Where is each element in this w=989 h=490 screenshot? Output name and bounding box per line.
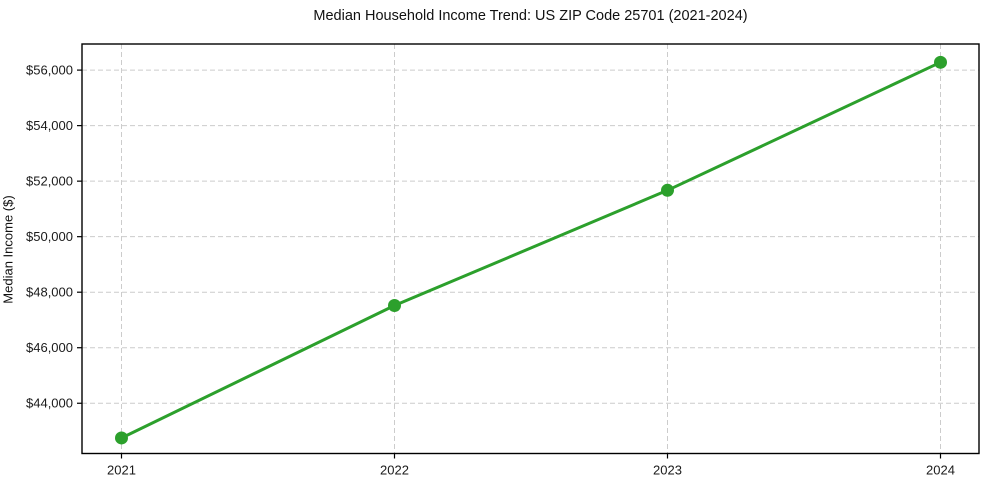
x-tick-label: 2024 [926, 463, 955, 478]
data-point-2021 [115, 431, 128, 445]
y-tick-label: $56,000 [26, 63, 73, 78]
y-tick-label: $44,000 [26, 396, 73, 411]
x-tick-label: 2021 [107, 463, 136, 478]
y-tick-label: $50,000 [26, 229, 73, 244]
y-tick-label: $52,000 [26, 174, 73, 189]
y-tick-label: $54,000 [26, 118, 73, 133]
y-tick-label: $46,000 [26, 340, 73, 355]
plot-frame [81, 43, 980, 455]
y-tick-label: $48,000 [26, 285, 73, 300]
x-tick-label: 2023 [653, 463, 682, 478]
data-point-2024 [934, 55, 947, 69]
data-point-2023 [661, 183, 674, 197]
x-tick-label: 2022 [380, 463, 409, 478]
data-point-2022 [388, 299, 401, 313]
trend-line [120, 60, 942, 440]
chart-title: Median Household Income Trend: US ZIP Co… [313, 8, 748, 24]
